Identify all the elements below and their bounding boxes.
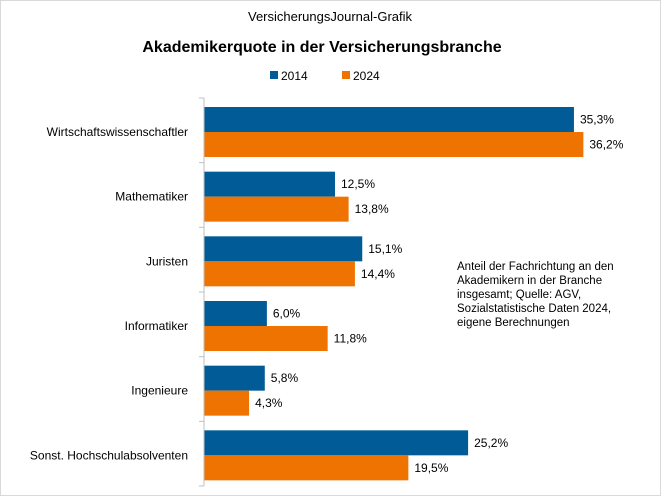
- note-line: insgesamt; Quelle: AGV,: [457, 289, 581, 301]
- source-label: VersicherungsJournal-Grafik: [248, 9, 413, 24]
- bar-2014: [204, 430, 469, 456]
- category-label: Informatiker: [125, 319, 188, 333]
- data-label-2024: 11,8%: [334, 332, 367, 346]
- plot-area: 35,3% 36,2% Wirtschaftswissenschaftler 12,5…: [30, 97, 624, 487]
- legend-label-2024: 2024: [353, 69, 380, 83]
- bar-2024: [204, 196, 349, 222]
- category-label: Sonst. Hochschulabsolventen: [30, 448, 188, 462]
- data-label-2014: 15,1%: [368, 242, 402, 256]
- bar-2024: [204, 455, 409, 481]
- data-label-2014: 12,5%: [341, 177, 375, 191]
- bar-2024: [204, 326, 328, 351]
- category-label: Mathematiker: [115, 190, 188, 204]
- note-text: Anteil der Fachrichtung an den Akademike…: [457, 261, 614, 329]
- legend-swatch-2024: [342, 71, 350, 79]
- bar-2024: [204, 261, 355, 287]
- note-line: Sozialstatistische Daten 2024,: [457, 303, 611, 315]
- category-label: Wirtschaftswissenschaftler: [47, 125, 188, 139]
- bar-2014: [204, 365, 265, 391]
- data-label-2014: 5,8%: [271, 371, 299, 385]
- data-label-2024: 19,5%: [414, 461, 448, 475]
- data-label-2024: 36,2%: [589, 138, 623, 152]
- bar-2014: [204, 171, 335, 197]
- data-label-2014: 35,3%: [580, 113, 614, 127]
- legend: 2014 2024: [270, 69, 380, 83]
- legend-swatch-2014: [270, 71, 278, 79]
- note-line: Akademikern in der Branche: [457, 275, 602, 287]
- data-label-2014: 25,2%: [474, 436, 508, 450]
- data-label-2014: 6,0%: [273, 307, 301, 321]
- bar-2024: [204, 390, 250, 416]
- data-label-2024: 14,4%: [361, 267, 395, 281]
- category-label: Ingenieure: [131, 384, 188, 398]
- legend-label-2014: 2014: [281, 69, 308, 83]
- bar-2014: [204, 236, 363, 262]
- note-line: Anteil der Fachrichtung an den: [457, 261, 614, 273]
- bar-2014: [204, 107, 574, 132]
- chart-title: Akademikerquote in der Versicherungsbran…: [142, 39, 501, 56]
- bar-2014: [204, 301, 267, 326]
- data-label-2024: 4,3%: [255, 396, 283, 410]
- category-label: Juristen: [146, 254, 188, 268]
- bar-2024: [204, 132, 584, 157]
- note-line: eigene Berechnungen: [457, 317, 570, 329]
- data-label-2024: 13,8%: [355, 202, 389, 216]
